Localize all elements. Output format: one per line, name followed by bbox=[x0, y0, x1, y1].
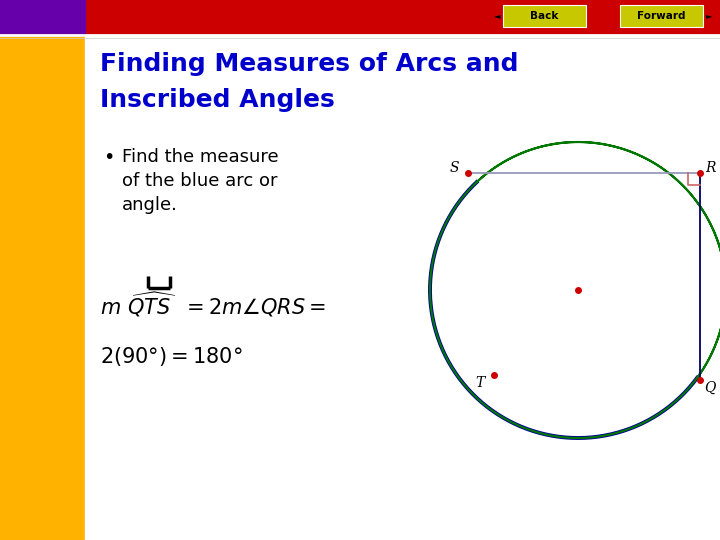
Text: T: T bbox=[475, 376, 485, 390]
Bar bbox=[0, 0, 85, 35]
Text: R: R bbox=[705, 161, 715, 175]
Text: •: • bbox=[103, 148, 114, 167]
Text: $2(90°) = 180°$: $2(90°) = 180°$ bbox=[100, 345, 243, 368]
Text: Q: Q bbox=[704, 381, 716, 395]
Text: S: S bbox=[449, 161, 459, 175]
Text: ►: ► bbox=[706, 11, 712, 21]
Text: Inscribed Angles: Inscribed Angles bbox=[100, 88, 335, 112]
Text: of the blue arc or: of the blue arc or bbox=[122, 172, 277, 190]
Text: angle.: angle. bbox=[122, 196, 178, 214]
Text: Forward: Forward bbox=[636, 11, 685, 21]
Text: Finding Measures of Arcs and: Finding Measures of Arcs and bbox=[100, 52, 518, 76]
Bar bbox=[0, 35, 85, 540]
Bar bbox=[85, 35, 720, 540]
Bar bbox=[0, 0, 720, 35]
Text: $m\ \widehat{QTS}$  $= 2m\angle QRS =$: $m\ \widehat{QTS}$ $= 2m\angle QRS =$ bbox=[100, 290, 326, 319]
Text: Find the measure: Find the measure bbox=[122, 148, 279, 166]
Bar bbox=[620, 5, 703, 27]
Text: Back: Back bbox=[530, 11, 558, 21]
Bar bbox=[503, 5, 586, 27]
Text: ◄: ◄ bbox=[494, 11, 500, 21]
